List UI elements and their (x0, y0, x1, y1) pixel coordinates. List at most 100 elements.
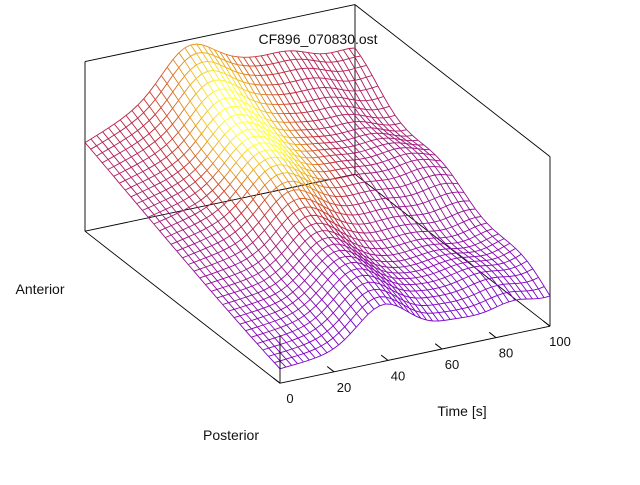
mesh-line (144, 99, 150, 107)
mesh-line (457, 289, 463, 291)
mesh-line (399, 261, 405, 267)
mesh-line (292, 356, 298, 358)
mesh-line (434, 250, 440, 251)
mesh-line (282, 239, 288, 247)
mesh-line (452, 225, 458, 228)
mesh-line (451, 291, 457, 293)
mesh-line (284, 94, 290, 104)
mesh-line (428, 268, 434, 274)
mesh-line (202, 126, 208, 134)
mesh-line (149, 100, 155, 107)
mesh-line (342, 148, 348, 154)
mesh-line (324, 143, 330, 149)
mesh-line (254, 152, 260, 156)
mesh-line (194, 269, 200, 271)
mesh-line (143, 161, 149, 168)
mesh-line (295, 130, 301, 137)
mesh-line (296, 59, 302, 68)
mesh-line (185, 76, 191, 85)
mesh-line (299, 293, 305, 298)
x-tick-mark (273, 378, 280, 383)
mesh-line (376, 222, 382, 231)
mesh-line (343, 49, 349, 50)
mesh-line (218, 217, 224, 221)
mesh-line (167, 75, 173, 83)
mesh-line (214, 80, 220, 89)
mesh-line (298, 309, 304, 315)
mesh-line (275, 319, 281, 321)
mesh-line (184, 101, 190, 109)
mesh-line (359, 152, 365, 158)
mesh-line (288, 247, 294, 254)
mesh-line (429, 176, 435, 186)
mesh-line (240, 314, 246, 316)
mesh-line (521, 291, 527, 299)
mesh-line (340, 258, 346, 264)
mesh-line (381, 240, 387, 248)
mesh-line (377, 153, 383, 155)
mesh-line (305, 217, 311, 225)
mesh-line (353, 166, 359, 167)
mesh-line (277, 175, 283, 183)
mesh-line (336, 142, 342, 148)
x-axis-label: Time [s] (437, 403, 486, 419)
surface-mesh (85, 44, 550, 369)
mesh-line (286, 340, 292, 342)
mesh-line (208, 105, 214, 111)
mesh-line (202, 134, 208, 142)
mesh-line (387, 255, 393, 261)
mesh-line (281, 310, 287, 316)
mesh-line (435, 186, 441, 196)
mesh-line (160, 209, 166, 212)
mesh-line (255, 56, 261, 57)
mesh-line (224, 217, 230, 224)
mesh-line (219, 98, 225, 100)
mesh-line (229, 244, 235, 248)
mesh-line (288, 218, 294, 226)
mesh-line (429, 211, 435, 213)
mesh-line (301, 138, 307, 145)
mesh-line (201, 196, 207, 201)
mesh-line (230, 206, 236, 212)
mesh-line (184, 168, 190, 175)
mesh-line (143, 158, 149, 161)
mesh-line (330, 163, 336, 170)
mesh-line (278, 114, 284, 123)
mesh-line (160, 169, 166, 173)
mesh-line (318, 150, 324, 156)
mesh-line (144, 113, 150, 121)
mesh-line (319, 137, 325, 143)
mesh-line (457, 258, 463, 263)
mesh-line (421, 298, 427, 305)
mesh-line (138, 105, 144, 113)
mesh-line (383, 151, 389, 153)
mesh-line (317, 232, 323, 239)
mesh-line (376, 231, 382, 232)
mesh-line (374, 297, 380, 299)
mesh-line (190, 141, 196, 148)
mesh-line (492, 242, 498, 245)
mesh-line (281, 297, 287, 301)
mesh-line (276, 246, 282, 254)
mesh-line (475, 242, 481, 245)
mesh-line (126, 160, 132, 167)
mesh-line (266, 104, 272, 113)
mesh-line (223, 303, 229, 305)
mesh-line (498, 234, 504, 239)
mesh-line (263, 340, 269, 342)
mesh-line (307, 121, 313, 122)
mesh-line (486, 260, 492, 265)
mesh-line (405, 206, 411, 207)
mesh-line (307, 151, 313, 158)
mesh-line (305, 254, 311, 261)
mesh-line (370, 200, 376, 201)
mesh-line (264, 224, 270, 231)
mesh-line (349, 59, 355, 69)
mesh-line (349, 81, 355, 91)
mesh-line (154, 202, 160, 205)
mesh-line (194, 251, 200, 253)
mesh-line (211, 281, 217, 283)
mesh-line (481, 248, 487, 250)
mesh-line (280, 361, 286, 367)
mesh-line (267, 85, 273, 95)
